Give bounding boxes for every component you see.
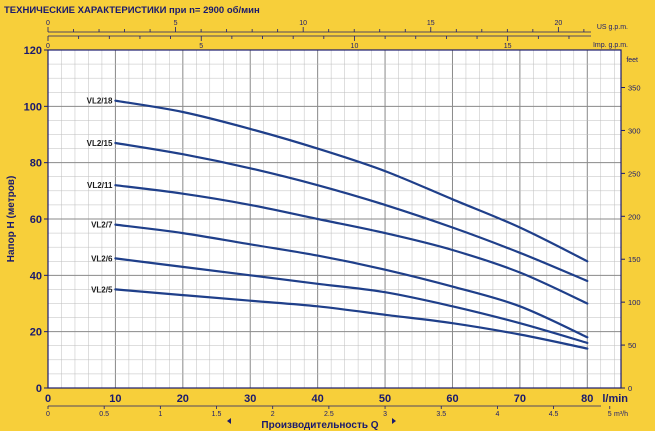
m3h-tick-label: 4.5 [549,411,559,418]
x-tick-label: 20 [177,393,189,405]
series-lines [114,99,589,350]
us-gpm-unit-label: US g.p.m. [597,24,628,31]
arrow-right-icon [392,418,396,424]
x-tick-label: 0 [45,393,51,405]
m3h-unit-label: m³/h [614,411,628,418]
m3h-tick-label: 1 [158,411,162,418]
x-tick-label: 10 [109,393,121,405]
imp-gpm-unit-label: Imp. g.p.m. [593,42,628,49]
feet-tick-label: 100 [628,298,641,307]
feet-tick-label: 0 [628,384,632,393]
feet-unit-label: feet [626,57,638,64]
y-tick-label: 120 [24,45,42,57]
lmin-unit-label: l/min [602,393,628,405]
series-line-vl2-18 [114,99,589,263]
y-tick-label: 20 [30,327,42,339]
feet-tick-label: 200 [628,212,641,221]
x-axis-label: Производительность Q [261,420,378,431]
m3h-tick-label: 3 [383,411,387,418]
y-tick-label: 100 [24,101,42,113]
x-tick-label: 40 [312,393,324,405]
m3h-tick-label: 1.5 [212,411,222,418]
series-label: VL2/18 [87,97,113,106]
us-gpm-tick-label: 0 [46,20,50,27]
m3h-tick-label: 0.5 [99,411,109,418]
us-gpm-tick-label: 20 [554,20,562,27]
series-label: VL2/7 [91,221,113,230]
series-line-vl2-7 [114,223,589,339]
x-tick-label: 60 [446,393,458,405]
series-label: VL2/5 [91,285,113,294]
feet-tick-label: 50 [628,341,636,350]
x-tick-label: 80 [581,393,593,405]
arrow-left-icon [227,418,231,424]
m3h-tick-label: 3.5 [436,411,446,418]
series-labels: VL2/18 VL2/15 VL2/11 VL2/7 VL2/6 VL2/5 [87,97,113,295]
x-tick-label: 70 [514,393,526,405]
us-gpm-tick-label: 10 [299,20,307,27]
y-tick-label: 80 [30,158,42,170]
series-label: VL2/11 [87,181,113,190]
series-line-vl2-6 [114,257,589,344]
imp-gpm-tick-label: 5 [199,43,203,50]
chart-title: ТЕХНИЧЕСКИЕ ХАРАКТЕРИСТИКИ при n= 2900 о… [4,5,260,16]
y-axis-label: Напор H (метров) [6,176,17,263]
imp-gpm-tick-label: 0 [46,43,50,50]
y-tick-label: 0 [36,383,42,395]
x-tick-label: 50 [379,393,391,405]
m3h-tick-label: 5 [608,411,612,418]
m3h-tick-label: 4 [495,411,499,418]
feet-tick-label: 250 [628,169,641,178]
y-tick-label: 60 [30,214,42,226]
imp-gpm-tick-label: 15 [504,43,512,50]
m3h-tick-label: 2.5 [324,411,334,418]
series-label: VL2/15 [87,139,113,148]
y-tick-label: 40 [30,270,42,282]
x-tick-label: 30 [244,393,256,405]
feet-tick-label: 350 [628,84,641,93]
feet-tick-label: 150 [628,255,641,264]
us-gpm-tick-label: 5 [174,20,178,27]
grid [47,49,621,389]
m3h-tick-label: 2 [271,411,275,418]
imp-gpm-tick-label: 10 [351,43,359,50]
series-label: VL2/6 [91,254,113,263]
series-line-vl2-15 [114,141,589,283]
m3h-tick-label: 0 [46,411,50,418]
series-line-vl2-5 [114,288,589,350]
feet-tick-label: 300 [628,126,641,135]
series-line-vl2-11 [114,184,589,305]
us-gpm-tick-label: 15 [427,20,435,27]
